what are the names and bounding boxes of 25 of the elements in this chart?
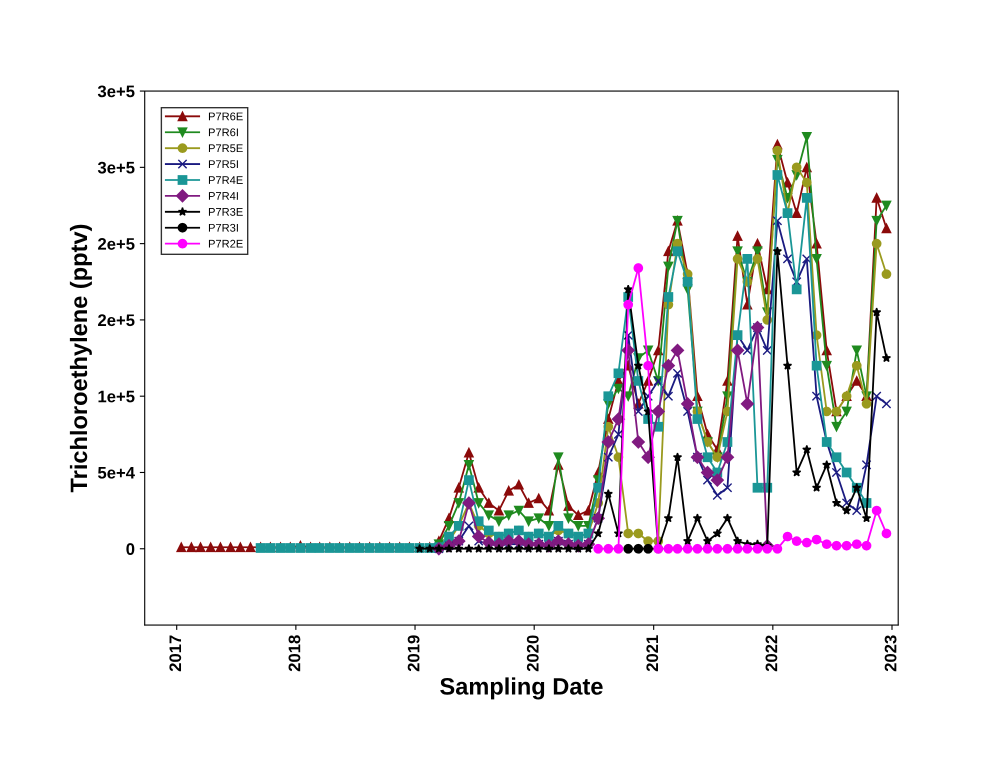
x-tick-label: 2017 — [169, 635, 182, 672]
y-axis-title: Trichloroethylene (pptv) — [70, 224, 92, 492]
y-tick-label: 2e+5 — [98, 238, 135, 250]
x-tick-label: 2023 — [884, 635, 896, 672]
x-axis-title: Sampling Date — [440, 677, 603, 700]
legend-label: P7R6I — [208, 128, 238, 136]
x-tick-label: 2019 — [408, 635, 420, 672]
x-tick-label: 2022 — [766, 635, 778, 672]
y-tick-label: 3e+5 — [98, 85, 135, 98]
legend-label: P7R3E — [208, 208, 243, 216]
x-tick-label: 2018 — [288, 635, 300, 672]
legend-label: P7R4I — [208, 192, 238, 200]
x-tick-label: 2020 — [526, 635, 539, 672]
legend-label: P7R6E — [208, 112, 243, 120]
y-tick-label: 2e+5 — [98, 314, 135, 326]
legend-label: P7R4E — [208, 176, 243, 184]
y-tick-label: 1e+5 — [98, 390, 135, 402]
y-tick-label: 3e+5 — [98, 162, 135, 174]
legend-label: P7R5E — [208, 144, 243, 152]
y-tick-label: 5e+4 — [98, 467, 135, 479]
legend-label: P7R2E — [208, 240, 243, 248]
x-tick-label: 2021 — [646, 635, 658, 672]
legend-label: P7R5I — [208, 160, 238, 168]
y-tick-label: 0 — [126, 543, 134, 555]
legend-label: P7R3I — [208, 224, 238, 232]
